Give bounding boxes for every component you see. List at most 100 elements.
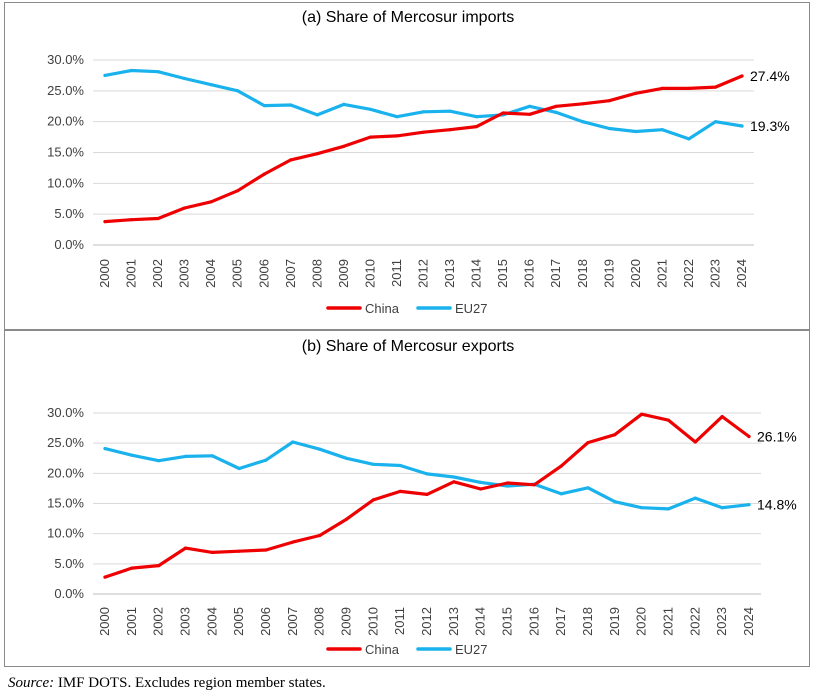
imports-series-china-line [103, 74, 744, 224]
imports-series-china-point [368, 135, 372, 139]
exports-legend-eu27-label: EU27 [455, 642, 488, 657]
exports-series-eu27-point [586, 486, 590, 490]
imports-chart: (a) Share of Mercosur imports 0.0% 5.0% 10.… [47, 9, 790, 316]
exports-x-tick-label: 2008 [312, 607, 327, 636]
exports-x-tick-label: 2024 [741, 607, 756, 636]
exports-x-tick-label: 2018 [580, 607, 595, 636]
imports-x-tick-label: 2010 [362, 259, 377, 288]
exports-series-eu27-point [291, 440, 295, 444]
imports-series-china-point [209, 200, 213, 204]
imports-series-china-point [581, 102, 585, 106]
imports-x-tick-label: 2008 [309, 259, 324, 288]
exports-series-china-point [291, 540, 295, 544]
source-text: IMF DOTS. Excludes region member states. [54, 675, 326, 691]
exports-series-eu27-point [344, 456, 349, 460]
exports-series-china-point [130, 566, 134, 570]
exports-series-china-point [425, 492, 429, 496]
imports-series-china-point [342, 144, 346, 148]
imports-x-tick-label: 2015 [495, 259, 510, 288]
imports-x-tick-label: 2020 [628, 259, 643, 288]
exports-x-tick-label: 2012 [419, 607, 434, 636]
imports-y-tick-label: 0.0% [54, 237, 84, 252]
imports-x-tick-label: 2013 [442, 259, 457, 288]
imports-series-eu27-point [209, 83, 213, 87]
imports-series-eu27-point [581, 120, 585, 124]
exports-x-tick-label: 2001 [124, 607, 139, 636]
imports-series-eu27-point [713, 120, 718, 124]
imports-series-eu27-point [528, 104, 532, 108]
imports-legend-eu27-label: EU27 [455, 301, 488, 316]
exports-y-tick-label: 25.0% [47, 435, 84, 450]
exports-series-china-point [452, 480, 456, 484]
exports-series-china-point [398, 489, 402, 493]
exports-series-china-point [157, 564, 161, 568]
exports-series-china-point [264, 548, 268, 552]
exports-chart-title: (b) Share of Mercosur exports [302, 338, 515, 355]
imports-series-eu27-line [103, 68, 744, 141]
imports-x-tick-label: 2016 [522, 259, 537, 288]
exports-chart: (b) Share of Mercosur exports 0.0% 5.0% 10.… [47, 338, 797, 657]
imports-series-eu27-point [289, 103, 293, 107]
imports-x-tick-label: 2023 [707, 259, 722, 288]
exports-x-tick-label: 2005 [231, 607, 246, 636]
imports-series-eu27-point [156, 70, 160, 74]
exports-x-tick-label: 2022 [687, 607, 702, 636]
imports-series-china-point [395, 134, 399, 138]
imports-x-tick-label: 2014 [469, 259, 484, 288]
exports-y-tick-label: 30.0% [47, 405, 84, 420]
panel-exports: (b) Share of Mercosur exports 0.0% 5.0% 10.… [4, 330, 810, 667]
exports-series-eu27-point [452, 475, 456, 479]
exports-x-tick-label: 2013 [446, 607, 461, 636]
imports-x-tick-label: 2024 [734, 259, 749, 288]
imports-series-eu27-point [448, 109, 452, 113]
imports-x-tick-label: 2007 [283, 259, 298, 288]
imports-chart-title: (a) Share of Mercosur imports [302, 9, 515, 26]
exports-series-china-point [693, 440, 697, 444]
exports-x-tick-label: 2023 [714, 607, 729, 636]
imports-series-china-point [528, 112, 532, 116]
imports-y-tick-label: 10.0% [47, 175, 84, 190]
imports-series-china-point [421, 130, 426, 134]
source-note: Source: IMF DOTS. Excludes region member… [8, 675, 326, 692]
exports-series-eu27-point [747, 503, 751, 507]
imports-y-tick-label: 30.0% [47, 52, 84, 67]
imports-x-tick-label: 2000 [97, 259, 112, 288]
exports-series-china-point [371, 498, 375, 502]
imports-series-eu27-point [554, 110, 558, 114]
imports-series-eu27-point [103, 73, 107, 77]
imports-x-tick-label: 2005 [230, 259, 245, 288]
exports-x-tick-label: 2010 [365, 607, 380, 636]
imports-x-tick-label: 2006 [256, 259, 271, 288]
imports-series-eu27-point [395, 115, 399, 119]
imports-series-eu27-point [236, 89, 240, 93]
imports-series-eu27-end-label: 19.3% [750, 118, 790, 134]
exports-series-china-point [318, 533, 322, 538]
exports-series-eu27-point [693, 496, 697, 500]
imports-x-tick-label: 2021 [654, 259, 669, 288]
imports-series-china-point [315, 152, 319, 156]
exports-series-eu27-point [640, 506, 644, 510]
imports-x-tick-label: 2009 [336, 259, 351, 288]
exports-series-china-point [640, 412, 644, 416]
exports-y-tick-label: 0.0% [54, 586, 84, 601]
exports-x-tick-label: 2014 [473, 607, 488, 636]
exports-series-eu27-point [130, 453, 134, 457]
exports-x-tick-label: 2007 [285, 607, 300, 636]
exports-series-eu27-end-label: 14.8% [757, 497, 797, 513]
exports-series-china-point [586, 441, 590, 445]
exports-y-tick-label: 20.0% [47, 465, 84, 480]
exports-series-china-point [666, 418, 671, 422]
imports-series-eu27-point [368, 107, 372, 111]
exports-series-china-point [720, 415, 724, 419]
imports-series-china-point [634, 91, 638, 95]
imports-legend-china-label: China [365, 301, 400, 316]
exports-y-tick-label: 10.0% [47, 526, 84, 541]
imports-series-china-point [262, 172, 266, 176]
exports-series-china-point [532, 483, 536, 487]
imports-x-tick-label: 2022 [681, 259, 696, 288]
exports-series-eu27-point [183, 454, 188, 458]
imports-series-china-point [129, 218, 134, 222]
exports-series-eu27-point [371, 462, 375, 466]
exports-x-tick-label: 2011 [392, 607, 407, 635]
exports-series-eu27-point [720, 506, 724, 510]
